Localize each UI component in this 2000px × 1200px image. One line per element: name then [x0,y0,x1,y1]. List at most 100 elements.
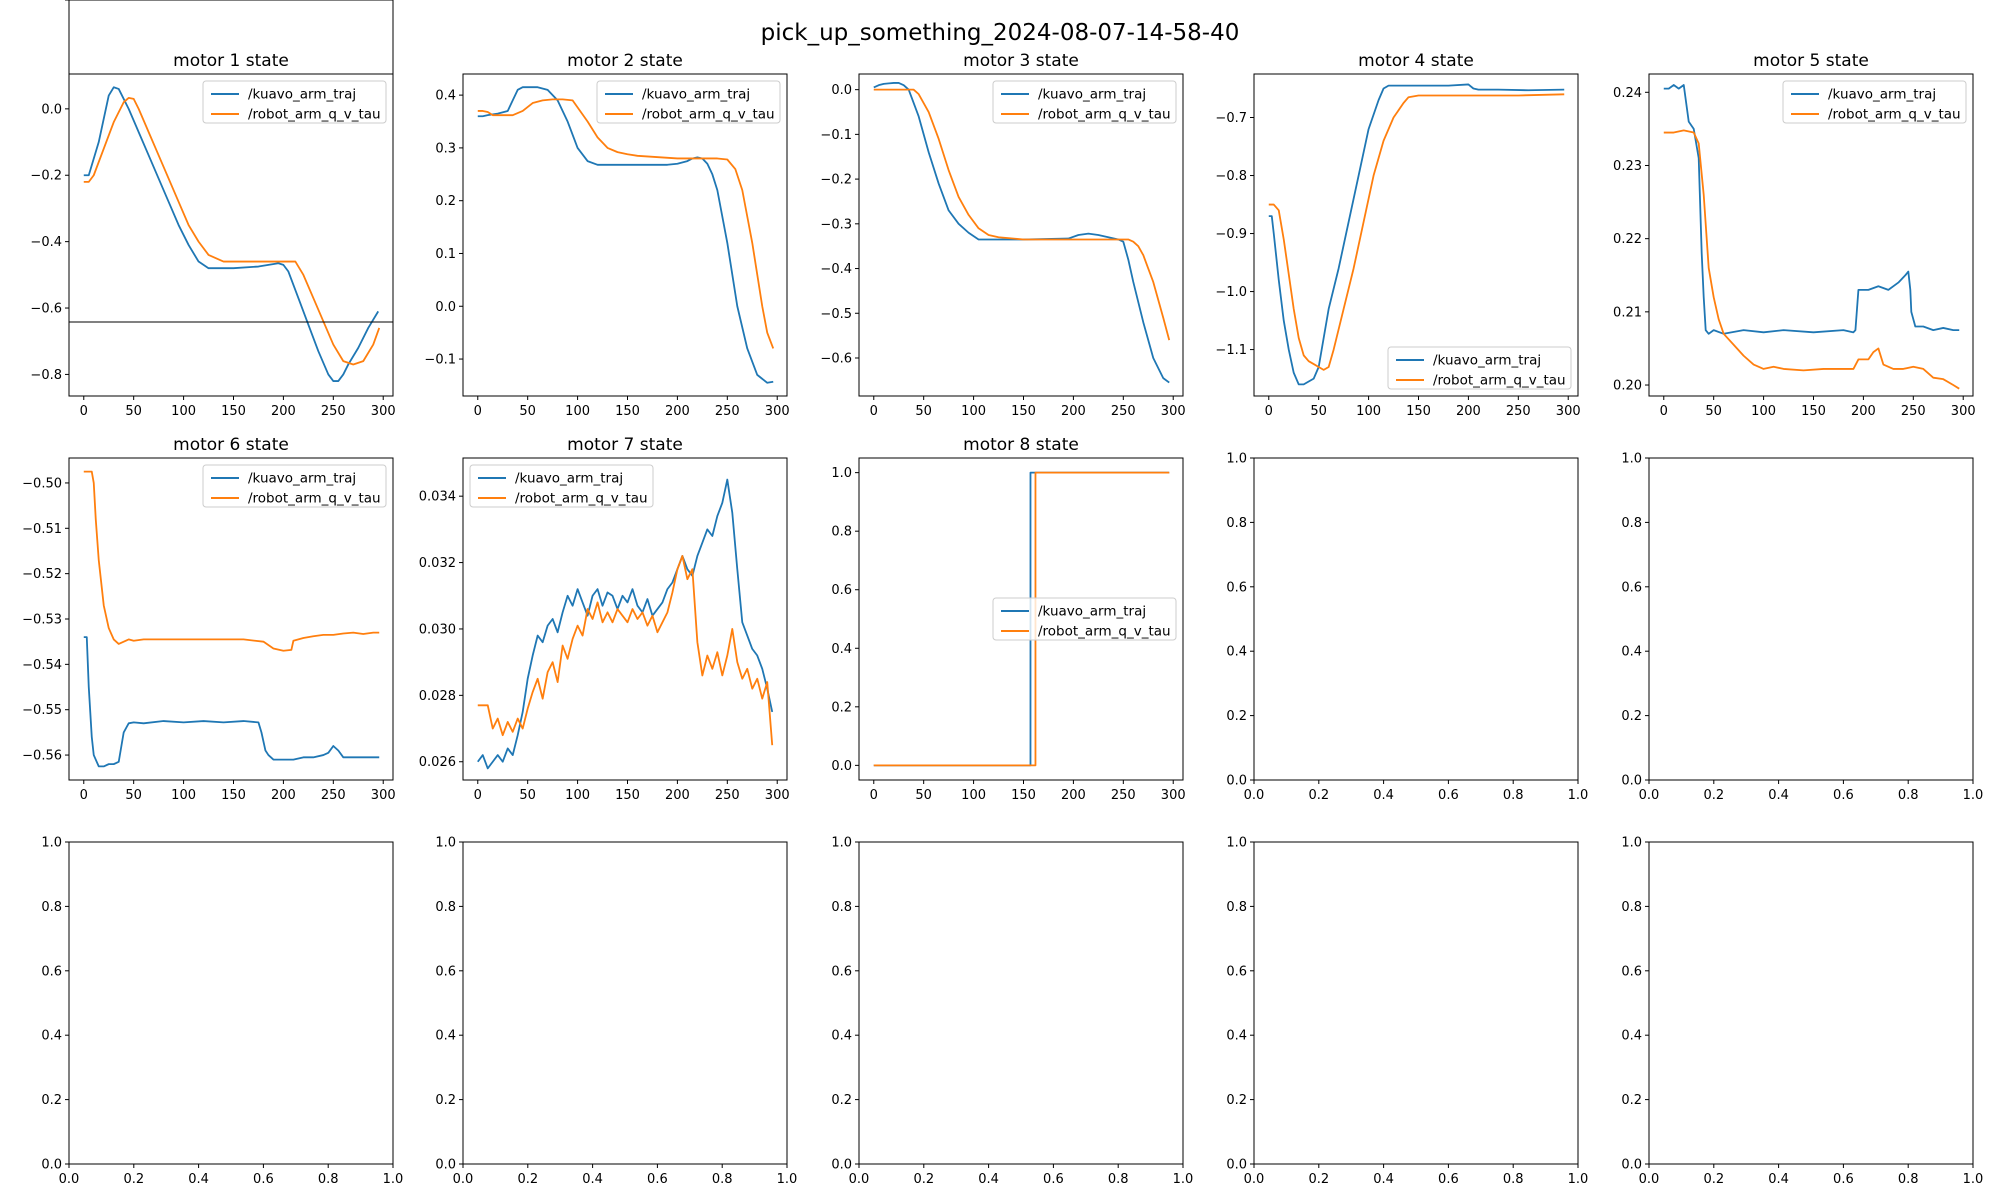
y-tick-label: 0.032 [419,556,456,571]
subplot-title: motor 2 state [567,51,683,71]
x-tick-label: 50 [519,404,536,419]
y-tick-label: 0.0 [831,1158,852,1173]
y-tick-label: 0.2 [831,1093,852,1108]
legend-label: /kuavo_arm_traj [642,87,750,103]
legend-label: /kuavo_arm_traj [1038,87,1146,103]
x-tick-label: 150 [1406,404,1431,419]
x-tick-label: 0.6 [647,1172,668,1187]
x-tick-label: 150 [1011,788,1036,803]
series-line-2 [873,88,1171,341]
y-tick-label: 1.0 [831,836,852,851]
y-tick-label: −1.1 [1215,343,1247,358]
subplot-15: 0.0 0.2 0.4 0.6 0.8 1.0 0.0 0.2 0.4 0.6 0.8 1.0 [1621,836,1983,1188]
y-tick-label: 1.0 [1621,836,1642,851]
subplot-8: motor 8 state 0 50 100 150 200 250 300 0.0 0.2 0.4… [831,435,1185,803]
y-tick-label: 0.6 [41,964,62,979]
x-tick-label: 50 [125,404,142,419]
x-tick-label: 1.0 [1963,1172,1984,1187]
subplot-5: motor 5 state 0 50 100 150 200 250 300 0.20 0.21 0… [1613,51,1976,419]
legend: /kuavo_arm_traj/robot_arm_q_v_tau [1782,80,1967,124]
x-tick-label: 0.2 [123,0,144,4]
x-tick-label: 0.6 [253,0,274,4]
subplot-4: motor 4 state 0 50 100 150 200 250 300 −1.1 −1.0 −… [1215,51,1580,419]
x-tick-label: 0.8 [1503,1172,1524,1187]
legend-box [202,80,387,124]
y-tick-label: 0.4 [831,1029,852,1044]
y-tick-label: 0.0 [1226,774,1247,789]
axes-frame [1648,457,1974,781]
x-tick-label: 0.0 [59,0,80,4]
x-tick-label: 0.8 [1108,1172,1129,1187]
y-tick-label: 0.8 [435,900,456,915]
y-tick-label: 0.2 [1226,709,1247,724]
y-tick-label: −0.51 [22,522,62,537]
y-tick-label: 0.8 [1226,516,1247,531]
x-tick-label: 250 [715,404,740,419]
subplot-13: 0.0 0.2 0.4 0.6 0.8 1.0 0.0 0.2 0.4 0.6 0.8 1.0 [831,836,1193,1188]
x-tick-label: 200 [1851,404,1876,419]
y-tick-label: 0.0 [41,1158,62,1173]
series-line-2 [1268,93,1565,371]
legend-label: /robot_arm_q_v_tau [642,107,775,123]
y-tick-label: 0.2 [1621,709,1642,724]
x-tick-label: 0.4 [1768,788,1789,803]
x-tick-label: 0.8 [1898,1172,1919,1187]
y-tick-label: −0.52 [22,567,62,582]
x-tick-label: 200 [665,788,690,803]
subplot-14: 0.0 0.2 0.4 0.6 0.8 1.0 0.0 0.2 0.4 0.6 0.8 1.0 [1226,836,1588,1188]
y-tick-label: −0.4 [30,235,62,250]
x-tick-label: 50 [1705,404,1722,419]
y-tick-label: 1.0 [435,836,456,851]
y-tick-label: −0.53 [22,613,62,628]
x-tick-label: 0.2 [1308,1172,1329,1187]
legend: /kuavo_arm_traj/robot_arm_q_v_tau [596,80,781,124]
x-tick-label: 0.6 [1438,1172,1459,1187]
subplot-title: motor 6 state [173,435,289,455]
x-tick-label: 200 [1061,788,1086,803]
x-tick-label: 1.0 [777,1172,798,1187]
x-tick-label: 300 [765,788,790,803]
x-tick-label: 150 [615,788,640,803]
y-tick-label: 0.4 [41,1029,62,1044]
y-tick-label: 0.24 [1613,86,1642,101]
y-tick-label: 0.20 [1613,379,1642,394]
x-tick-label: 200 [1061,404,1086,419]
y-tick-label: 1.0 [1226,836,1247,851]
axes-frame [462,457,788,781]
y-tick-label: −0.1 [424,353,456,368]
subplot-2: motor 2 state 0 50 100 150 200 250 300 −0.1 0.0 0.… [424,51,789,419]
x-tick-label: 0 [80,788,88,803]
x-tick-label: 0.0 [1639,1172,1660,1187]
x-tick-label: 0.6 [1438,788,1459,803]
x-tick-label: 200 [271,788,296,803]
legend-label: /kuavo_arm_traj [1038,604,1146,620]
x-tick-label: 100 [961,404,986,419]
y-tick-label: 0.4 [41,0,62,4]
y-tick-label: −0.8 [30,368,62,383]
y-tick-label: 0.22 [1613,232,1642,247]
y-tick-label: −0.5 [820,307,852,322]
y-tick-label: 0.2 [831,700,852,715]
y-tick-label: −0.6 [30,302,62,317]
legend-label: /kuavo_arm_traj [248,471,356,487]
y-tick-label: 0.4 [1226,1029,1247,1044]
legend: /kuavo_arm_traj/robot_arm_q_v_tau [992,80,1177,124]
x-tick-label: 50 [915,404,932,419]
y-tick-label: 0.0 [1226,1158,1247,1173]
x-tick-label: 1.0 [1568,1172,1589,1187]
axes-frame [1253,841,1579,1165]
x-tick-label: 0.4 [1373,1172,1394,1187]
y-tick-label: 0.4 [1621,1029,1642,1044]
x-tick-label: 0.2 [1703,788,1724,803]
legend-box [469,464,654,508]
x-tick-label: 0.0 [59,1172,80,1187]
x-tick-label: 50 [915,788,932,803]
legend-label: /robot_arm_q_v_tau [1433,373,1566,389]
x-tick-label: 300 [765,404,790,419]
subplot-12: 0.0 0.2 0.4 0.6 0.8 1.0 0.0 0.2 0.4 0.6 0.8 1.0 [435,836,797,1188]
y-tick-label: −0.7 [1215,111,1247,126]
x-tick-label: 0.6 [1833,788,1854,803]
y-tick-label: 0.6 [1226,580,1247,595]
legend-label: /robot_arm_q_v_tau [248,107,381,123]
y-tick-label: 0.8 [41,900,62,915]
